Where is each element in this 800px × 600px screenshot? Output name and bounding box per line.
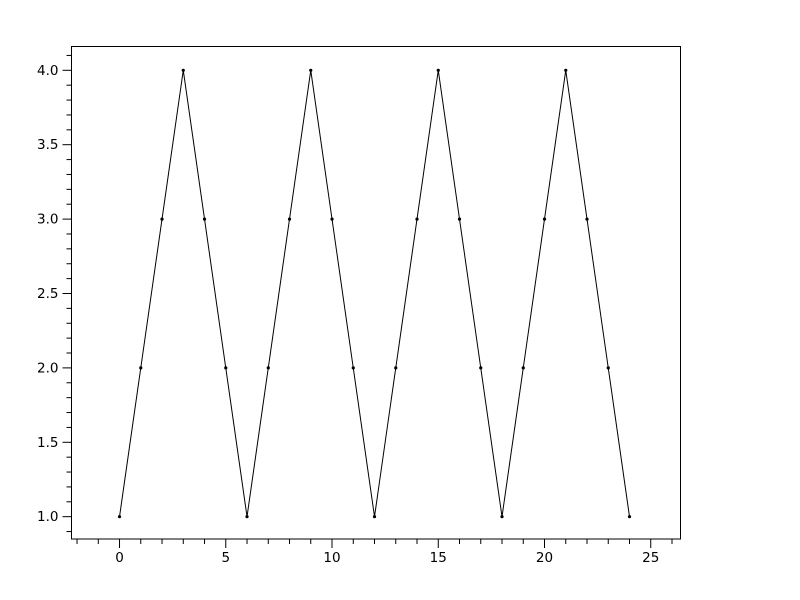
y-axis-tick-label: 3.5 [37, 137, 58, 153]
series-marker [479, 366, 483, 370]
x-axis-tick-label: 5 [221, 550, 230, 566]
series-marker [160, 217, 164, 221]
series-marker [266, 366, 270, 370]
series-marker [117, 515, 122, 519]
y-axis-tick-label: 1.5 [37, 435, 58, 451]
series-marker [372, 515, 377, 519]
series-marker [139, 366, 143, 370]
series-marker [287, 217, 292, 221]
series-marker [521, 366, 525, 370]
series-marker [330, 217, 334, 221]
y-axis-tick-label: 3.0 [37, 212, 58, 228]
x-axis-tick-label: 0 [115, 550, 124, 566]
y-axis-tick-label: 2.5 [37, 286, 58, 302]
series-marker [245, 515, 249, 519]
series-marker [309, 68, 313, 72]
x-axis-tick-label: 15 [430, 550, 447, 566]
series-marker [500, 515, 504, 519]
series-marker [606, 366, 610, 370]
series-marker [542, 217, 547, 221]
y-axis-tick-label: 1.0 [37, 509, 58, 525]
series-marker [181, 68, 185, 72]
series-marker [415, 217, 419, 221]
x-axis-tick-label: 10 [323, 550, 340, 566]
series-marker [627, 515, 632, 519]
series-marker [457, 217, 462, 221]
x-axis-tick-label: 20 [536, 550, 553, 566]
series-line [119, 70, 630, 517]
y-axis-tick-label: 4.0 [37, 63, 58, 79]
y-axis-tick-label: 2.0 [37, 360, 58, 376]
x-axis-tick-label: 25 [642, 550, 659, 566]
series-marker [351, 366, 355, 370]
series-marker [394, 366, 398, 370]
series-marker [436, 68, 440, 72]
plot-frame [71, 46, 681, 540]
series-marker [202, 217, 207, 221]
series-marker [224, 366, 228, 370]
series-marker [585, 217, 589, 221]
series-marker [564, 68, 568, 72]
